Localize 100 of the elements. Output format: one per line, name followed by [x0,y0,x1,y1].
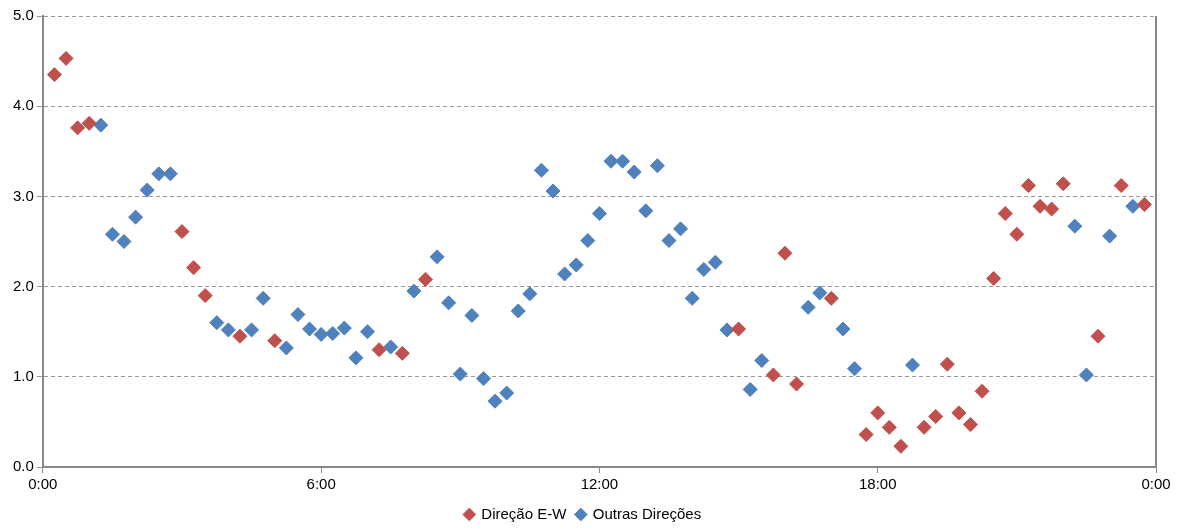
point [139,182,155,198]
point [267,333,283,349]
point [510,303,526,319]
point [858,427,874,443]
point [1078,367,1094,383]
point [789,376,805,392]
point [302,321,318,337]
point [244,322,260,338]
point [1102,228,1118,244]
point [881,419,897,435]
point [638,203,654,219]
point [916,419,932,435]
point [673,221,689,237]
point [452,366,468,382]
point [545,183,561,199]
point [475,371,491,387]
point [162,166,178,182]
point [1090,328,1106,344]
point [800,299,816,315]
point [568,257,584,273]
point [1044,201,1060,217]
point [1020,178,1036,194]
point [754,353,770,369]
point [464,307,480,323]
point [533,162,549,178]
point [847,361,863,377]
point [974,383,990,399]
point [290,307,306,323]
point [104,226,120,242]
point [951,405,967,421]
point [93,117,109,133]
legend-label: Outras Direções [592,504,702,522]
point [336,320,352,336]
point [499,385,515,401]
point [46,67,62,83]
point [128,209,144,225]
point [1067,218,1083,234]
y-tick-label: 3.0 [12,186,34,204]
point [1055,176,1071,192]
point [719,322,735,338]
point [1113,178,1129,194]
point [1032,198,1048,214]
point [174,224,190,240]
y-tick-label: 5.0 [12,6,34,24]
point [731,321,747,337]
y-tick-label: 1.0 [12,366,34,384]
point [603,153,619,169]
point [371,342,387,358]
point [441,295,457,311]
point [742,381,758,397]
point [557,266,573,282]
point [406,283,422,299]
point [348,350,364,366]
point [580,233,596,249]
point [197,288,213,304]
point [707,254,723,270]
x-tick-label: 0:00 [28,475,58,493]
point [870,405,886,421]
point [116,234,132,249]
point [186,260,202,276]
point [151,166,167,182]
point [58,50,74,66]
point [360,324,376,340]
point [615,153,631,169]
point [835,321,851,337]
point [220,322,236,338]
point [522,286,538,302]
point [684,290,700,306]
point [1125,198,1141,214]
point [278,340,294,356]
point [649,158,665,174]
point [626,164,642,180]
point [986,270,1002,286]
point [313,326,329,342]
point [939,356,955,372]
x-tick-label: 6:00 [306,475,336,493]
legend-label: Direção E-W [481,504,568,522]
point [1009,226,1025,242]
y-tick-label: 2.0 [12,276,34,294]
point [429,249,445,265]
point [765,367,781,383]
point [591,206,607,222]
point [661,233,677,249]
point [997,206,1013,222]
point [255,290,271,306]
y-tick-label: 4.0 [12,96,34,114]
point [905,357,920,373]
point [1136,197,1152,213]
point [928,408,944,424]
x-tick-label: 18:00 [858,475,897,493]
x-tick-label: 0:00 [1141,475,1171,493]
point [893,438,909,454]
point [383,339,399,355]
point [232,328,248,344]
point [777,245,793,261]
point [418,271,433,287]
x-tick-label: 12:00 [580,475,619,493]
point [962,417,978,433]
y-tick-label: 0.0 [12,457,34,475]
point [70,120,86,136]
